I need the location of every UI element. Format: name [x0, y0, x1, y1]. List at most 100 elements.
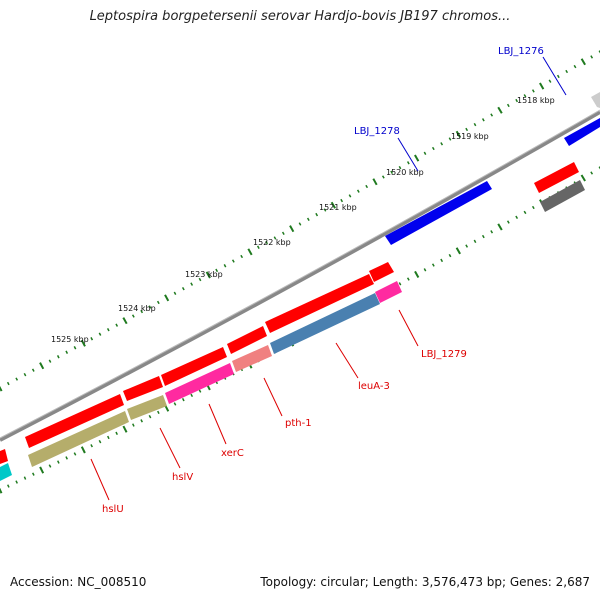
inner-tick — [414, 270, 420, 278]
inner-tick — [598, 166, 600, 170]
inner-tick — [190, 393, 194, 398]
outer-tick — [381, 175, 385, 179]
inner-tick — [515, 215, 519, 219]
cds-leua-3[interactable] — [270, 293, 380, 354]
outer-tick — [80, 339, 86, 347]
inner-tick — [523, 210, 527, 215]
gene-red-a[interactable] — [534, 162, 579, 193]
outer-tick — [247, 248, 253, 256]
outer-tick-ring — [0, 50, 600, 392]
inner-tick — [481, 234, 485, 239]
inner-tick — [107, 435, 110, 440]
outer-tick — [65, 350, 69, 354]
inner-tick — [497, 223, 503, 231]
outer-tick — [448, 137, 452, 141]
outer-tick — [0, 385, 3, 392]
cds-pth-1[interactable] — [232, 345, 272, 372]
outer-tick — [164, 294, 170, 302]
tick-label: 1523 kbp — [185, 270, 223, 279]
outer-tick — [330, 201, 336, 209]
gene-label-lbj-1278[interactable]: LBJ_1278 — [354, 126, 400, 137]
gene-label-hslv[interactable]: hslV — [172, 472, 193, 483]
inner-tick — [98, 439, 102, 444]
outer-tick — [580, 58, 586, 66]
outer-tick — [181, 287, 185, 291]
outer-tick — [573, 64, 577, 69]
outer-tick — [298, 222, 302, 226]
inner-tick — [15, 480, 18, 484]
inner-tick — [132, 423, 135, 427]
outer-tick — [414, 154, 420, 162]
inner-tick — [157, 410, 160, 415]
outer-tick — [215, 268, 219, 273]
gene-gray-a[interactable] — [540, 180, 585, 212]
tick-label: 1522 kbp — [253, 238, 291, 247]
inner-tick — [490, 230, 494, 234]
outer-tick — [431, 146, 435, 151]
outer-tick — [548, 79, 552, 83]
cds-xerc[interactable] — [165, 363, 234, 404]
outer-tick — [473, 122, 477, 127]
cds-hslv[interactable] — [127, 395, 167, 420]
outer-tick — [131, 314, 135, 318]
reverse-genes — [0, 162, 585, 481]
outer-tick — [265, 240, 269, 245]
gene-lbj-1276[interactable] — [564, 118, 600, 146]
outer-tick — [556, 74, 560, 79]
inner-tick — [73, 452, 77, 456]
gene-red-b[interactable] — [369, 262, 394, 282]
cds-cyan[interactable] — [0, 463, 12, 481]
gene-red-f[interactable] — [123, 376, 163, 401]
inner-tick — [431, 263, 435, 267]
gene-lightgray[interactable] — [591, 92, 600, 108]
gene-label-xerc[interactable]: xerC — [221, 448, 244, 459]
gene-labels: LBJ_1276 LBJ_1278 LBJ_1279 leuA-3 pth-1 … — [102, 46, 544, 515]
outer-tick — [340, 198, 344, 203]
outer-tick — [173, 291, 177, 295]
inner-tick — [506, 220, 510, 224]
cds-lbj-1279[interactable] — [375, 281, 402, 303]
forward-genes — [385, 92, 600, 245]
outer-tick — [390, 170, 394, 174]
accession-text: Accession: NC_008510 — [10, 575, 147, 589]
inner-tick — [148, 414, 152, 419]
inner-tick — [406, 277, 410, 281]
inner-tick — [23, 476, 27, 480]
inner-tick — [448, 253, 452, 258]
gene-red-c[interactable] — [265, 274, 374, 333]
outer-tick — [231, 259, 235, 263]
gene-label-leua-3[interactable]: leuA-3 — [358, 381, 390, 392]
outer-tick — [190, 282, 194, 286]
map-title: Leptospira borgpetersenii serovar Hardjo… — [89, 9, 511, 24]
inner-tick — [7, 484, 10, 488]
inner-tick — [57, 460, 60, 464]
gene-label-lbj-1276[interactable]: LBJ_1276 — [498, 46, 544, 57]
outer-tick — [306, 217, 310, 221]
outer-tick — [539, 82, 545, 90]
gene-red-h[interactable] — [0, 449, 8, 464]
outer-tick — [23, 372, 27, 377]
inner-tick — [90, 444, 93, 448]
outer-tick — [398, 165, 402, 170]
gene-label-lbj-1279[interactable]: LBJ_1279 — [421, 349, 467, 360]
outer-tick — [481, 118, 485, 122]
outer-tick — [515, 98, 519, 103]
outer-tick — [423, 151, 427, 155]
outer-tick — [140, 309, 144, 314]
inner-tick — [465, 244, 469, 248]
outer-tick — [240, 254, 244, 259]
cds-hslu[interactable] — [28, 411, 129, 467]
gene-lbj-1278[interactable] — [385, 181, 492, 245]
inner-tick — [198, 389, 202, 393]
outer-tick — [365, 184, 369, 189]
gene-red-g[interactable] — [25, 394, 124, 448]
gene-label-pth-1[interactable]: pth-1 — [285, 418, 312, 429]
outer-tick — [281, 231, 285, 235]
inner-tick — [32, 472, 35, 476]
outer-tick — [348, 194, 352, 198]
gene-red-e[interactable] — [161, 347, 227, 386]
gene-red-d[interactable] — [227, 326, 267, 354]
outer-tick — [115, 323, 119, 327]
gene-label-hslu[interactable]: hslU — [102, 504, 124, 515]
